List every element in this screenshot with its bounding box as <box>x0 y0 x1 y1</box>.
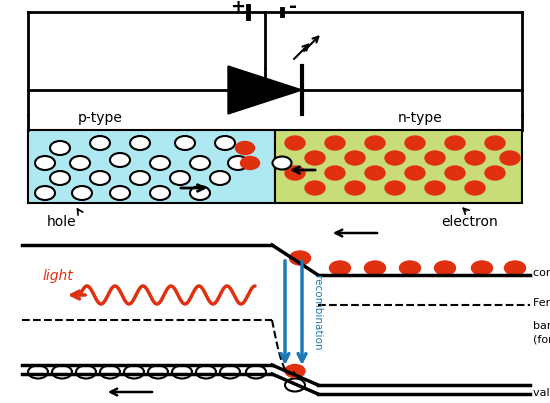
Ellipse shape <box>110 186 130 200</box>
Text: p-type: p-type <box>78 111 123 125</box>
Ellipse shape <box>110 153 130 167</box>
Text: n-type: n-type <box>398 111 442 125</box>
Ellipse shape <box>190 186 210 200</box>
Ellipse shape <box>220 366 240 378</box>
Ellipse shape <box>70 156 90 170</box>
Ellipse shape <box>150 156 170 170</box>
Ellipse shape <box>465 151 485 165</box>
Ellipse shape <box>445 136 465 150</box>
Ellipse shape <box>240 156 260 170</box>
Ellipse shape <box>35 156 55 170</box>
Ellipse shape <box>405 136 425 150</box>
Ellipse shape <box>130 171 150 185</box>
Ellipse shape <box>385 151 405 165</box>
Text: +: + <box>230 0 245 16</box>
Ellipse shape <box>235 141 255 154</box>
Bar <box>275 130 522 203</box>
Ellipse shape <box>246 366 266 378</box>
Ellipse shape <box>329 261 350 275</box>
Ellipse shape <box>425 151 445 165</box>
Ellipse shape <box>289 251 311 265</box>
Ellipse shape <box>285 136 305 150</box>
Ellipse shape <box>52 366 72 378</box>
Ellipse shape <box>345 151 365 165</box>
Ellipse shape <box>485 166 505 180</box>
Text: electron: electron <box>442 215 498 229</box>
Ellipse shape <box>35 186 55 200</box>
Ellipse shape <box>385 181 405 195</box>
Ellipse shape <box>100 366 120 378</box>
Ellipse shape <box>325 136 345 150</box>
Text: -: - <box>289 0 297 17</box>
Ellipse shape <box>500 151 520 165</box>
Ellipse shape <box>345 181 365 195</box>
Text: hole: hole <box>47 215 77 229</box>
Text: conduction band: conduction band <box>533 268 550 278</box>
Ellipse shape <box>76 366 96 378</box>
Ellipse shape <box>399 261 421 275</box>
Ellipse shape <box>170 171 190 185</box>
Polygon shape <box>228 66 302 114</box>
Ellipse shape <box>405 166 425 180</box>
Text: band gap
(forbidden band): band gap (forbidden band) <box>533 322 550 345</box>
Ellipse shape <box>285 364 305 378</box>
Text: light: light <box>43 269 73 283</box>
Ellipse shape <box>50 171 70 185</box>
Ellipse shape <box>365 261 386 275</box>
Ellipse shape <box>434 261 455 275</box>
Ellipse shape <box>228 156 248 170</box>
Ellipse shape <box>190 156 210 170</box>
Ellipse shape <box>305 181 325 195</box>
Ellipse shape <box>150 186 170 200</box>
Text: Fermi level: Fermi level <box>533 298 550 308</box>
Ellipse shape <box>365 166 385 180</box>
Ellipse shape <box>504 261 525 275</box>
Ellipse shape <box>210 171 230 185</box>
Bar <box>28 130 275 203</box>
Ellipse shape <box>365 136 385 150</box>
Ellipse shape <box>445 166 465 180</box>
Ellipse shape <box>272 156 292 170</box>
Text: recombination: recombination <box>312 275 322 351</box>
Ellipse shape <box>72 186 92 200</box>
Ellipse shape <box>485 136 505 150</box>
Text: valence band: valence band <box>533 388 550 398</box>
Ellipse shape <box>124 366 144 378</box>
Ellipse shape <box>148 366 168 378</box>
Ellipse shape <box>172 366 192 378</box>
Ellipse shape <box>90 136 110 150</box>
Ellipse shape <box>425 181 445 195</box>
Ellipse shape <box>196 366 216 378</box>
Ellipse shape <box>90 171 110 185</box>
Ellipse shape <box>471 261 492 275</box>
Ellipse shape <box>50 141 70 155</box>
Ellipse shape <box>28 366 48 378</box>
Ellipse shape <box>215 136 235 150</box>
Ellipse shape <box>325 166 345 180</box>
Ellipse shape <box>305 151 325 165</box>
Ellipse shape <box>175 136 195 150</box>
Ellipse shape <box>130 136 150 150</box>
Ellipse shape <box>285 166 305 180</box>
Ellipse shape <box>465 181 485 195</box>
Ellipse shape <box>285 378 305 391</box>
